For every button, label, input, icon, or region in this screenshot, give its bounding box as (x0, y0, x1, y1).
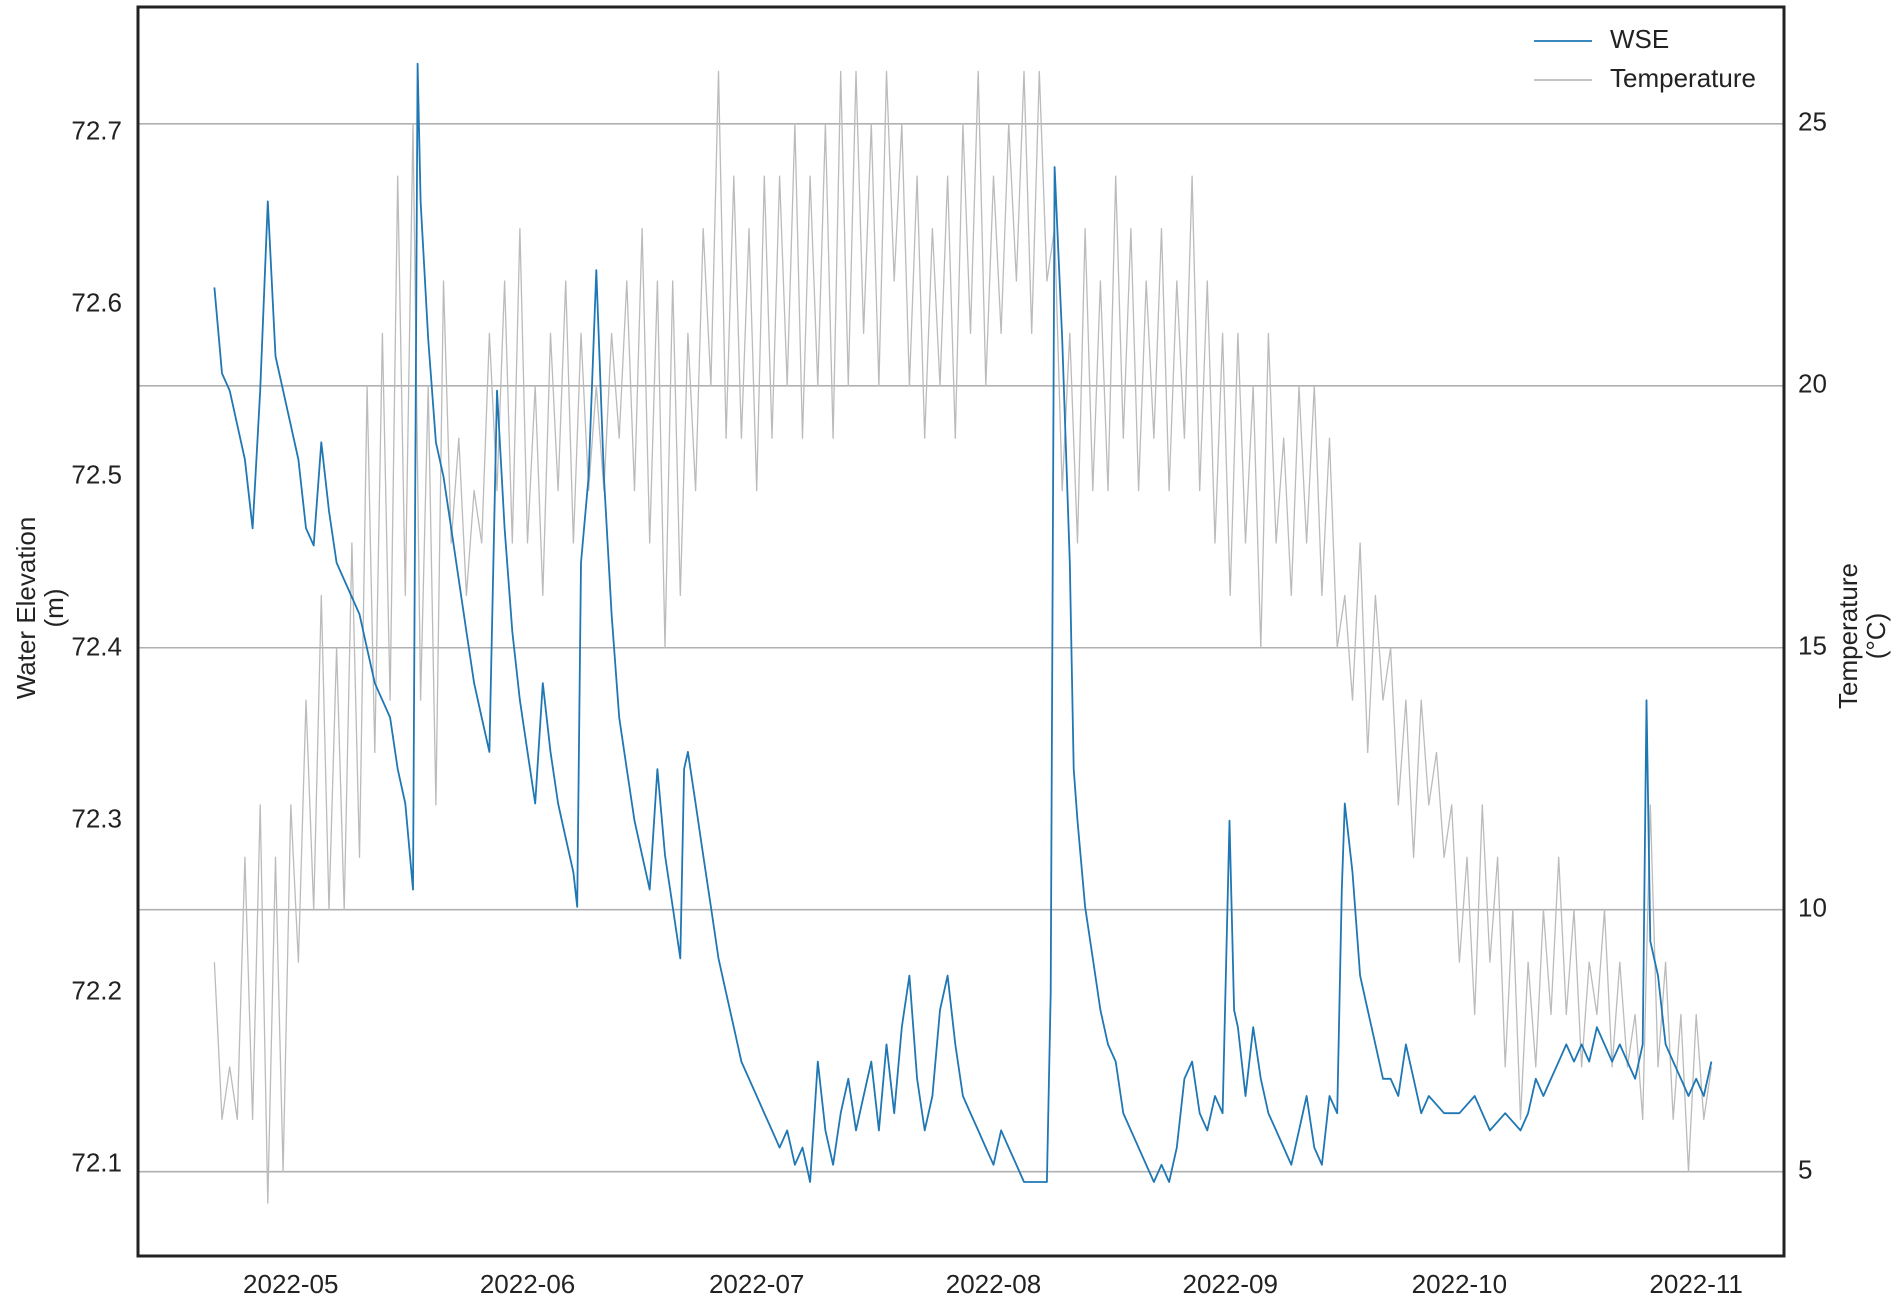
data-line (213, 62, 1713, 1183)
y-tick-label: 72.1 (71, 1148, 122, 1178)
x-tick-label: 2022-05 (243, 1269, 338, 1299)
y-tick-label: 72.4 (71, 632, 122, 662)
y2-tick-label: 5 (1798, 1155, 1812, 1185)
y-tick-label: 72.6 (71, 288, 122, 318)
y2-axis-label: Temperature (°C) (1833, 563, 1891, 709)
legend-label: WSE (1610, 24, 1669, 54)
y2-tick-label: 20 (1798, 369, 1827, 399)
x-tick-label: 2022-11 (1649, 1269, 1743, 1299)
y2-axis-label-line: (°C) (1861, 613, 1891, 660)
y2-tick-label: 25 (1798, 107, 1827, 137)
data-line (213, 70, 1713, 1204)
y-axis-label-line: (m) (39, 589, 69, 628)
legend: WSE Temperature (1534, 24, 1756, 93)
plot-frame (136, 5, 1786, 1258)
x-tick-label: 2022-09 (1183, 1269, 1278, 1299)
x-tick-label: 2022-06 (480, 1269, 575, 1299)
legend-label: Temperature (1610, 63, 1756, 93)
y-tick-label: 72.7 (71, 115, 122, 145)
y-axis-label-line: Water Elevation (11, 517, 41, 700)
y2-tick-label: 15 (1798, 631, 1827, 661)
y-tick-label: 72.5 (71, 460, 122, 490)
x-tick-label: 2022-10 (1412, 1269, 1507, 1299)
x-tick-label: 2022-07 (709, 1269, 804, 1299)
y-tick-label: 72.2 (71, 976, 122, 1006)
y-tick-label: 72.3 (71, 804, 122, 834)
y2-axis-label-line: Temperature (1833, 563, 1863, 709)
y2-tick-label: 10 (1798, 893, 1827, 923)
y-axis-label: Water Elevation (m) (11, 517, 69, 700)
x-tick-label: 2022-08 (946, 1269, 1041, 1299)
